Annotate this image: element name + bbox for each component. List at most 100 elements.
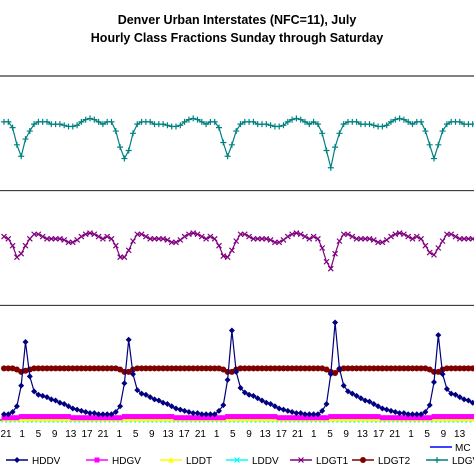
point-marker [345,365,351,372]
point-marker [452,233,459,240]
point-marker [69,405,76,412]
point-marker [388,233,394,240]
point-marker [216,124,222,131]
point-marker [255,414,261,420]
point-marker [203,411,210,418]
x-tick-label: 9 [343,429,349,440]
x-tick-label: 9 [149,429,155,440]
point-marker [104,411,111,418]
point-marker [65,403,72,410]
point-marker [182,415,188,421]
point-marker [284,233,291,240]
point-marker [297,410,304,417]
point-marker [104,233,111,240]
point-marker [56,235,63,242]
point-marker [448,414,454,420]
x-tick-label: 13 [162,429,174,440]
point-marker [177,237,184,243]
point-marker [181,233,188,240]
point-marker [100,415,106,421]
point-marker [56,399,63,406]
point-marker [160,399,167,406]
point-marker [199,415,205,421]
point-marker [319,245,326,251]
point-marker [237,121,244,128]
series-hddv [1,319,474,418]
point-marker [151,235,158,242]
point-marker [405,365,412,372]
point-marker [267,400,274,407]
point-marker [168,403,175,410]
point-marker [396,230,403,237]
point-marker [453,414,458,420]
point-marker [125,247,132,254]
point-marker [142,365,149,372]
point-marker [405,415,411,421]
x-tick-label: 13 [65,429,77,440]
point-marker [78,233,85,240]
point-marker [147,414,153,420]
point-marker [469,365,474,372]
point-marker [388,118,394,125]
point-marker [164,122,171,129]
point-marker [349,414,355,420]
point-marker [267,122,274,129]
chart-subtitle: Hourly Class Fractions Sunday through Sa… [91,31,383,45]
point-marker [254,235,261,242]
point-marker [108,118,115,125]
point-marker [285,415,291,421]
point-marker [18,382,25,389]
point-marker [160,121,167,128]
point-marker [400,365,407,372]
point-marker [91,231,98,238]
point-marker [375,239,382,246]
point-marker [61,122,68,129]
point-marker [383,237,390,243]
point-marker [426,402,433,409]
x-tick-labels: 21 1 5 9 13 17 21 1 5 9 13 17 21 1 5 9 13 17 21 1 5 9 13 17 21 1 5… [0,429,465,440]
point-marker [375,365,382,372]
point-marker [211,235,218,242]
point-marker [155,365,162,372]
point-marker [126,414,132,420]
point-marker [379,239,386,246]
legend-label: HDDV [32,456,61,467]
point-marker [207,365,214,372]
point-marker [113,415,119,421]
point-marker [323,400,330,407]
point-marker [52,235,59,242]
point-marker [242,414,248,420]
point-marker [366,235,373,242]
point-marker [69,239,76,246]
point-marker [31,414,37,420]
point-marker [69,123,76,130]
point-marker [134,414,140,420]
point-marker [130,414,136,420]
point-marker [366,121,373,128]
point-marker [181,118,188,125]
point-marker [108,235,115,242]
point-marker [345,388,351,395]
point-marker [238,414,243,420]
point-marker [99,235,106,242]
point-marker [216,242,222,249]
point-marker [336,365,343,372]
point-marker [117,254,124,261]
point-marker [306,121,313,128]
point-marker [95,365,102,372]
x-tick-label: 13 [260,429,272,440]
point-marker [53,414,59,420]
point-marker [357,235,364,242]
point-marker [439,371,446,378]
point-marker [160,414,166,420]
point-marker [139,414,145,420]
point-marker [332,319,339,326]
point-marker [40,414,46,420]
point-marker [48,365,55,372]
point-marker [345,414,351,420]
point-marker [74,406,81,413]
point-marker [173,405,179,412]
point-marker [293,115,300,122]
point-marker [388,415,394,421]
